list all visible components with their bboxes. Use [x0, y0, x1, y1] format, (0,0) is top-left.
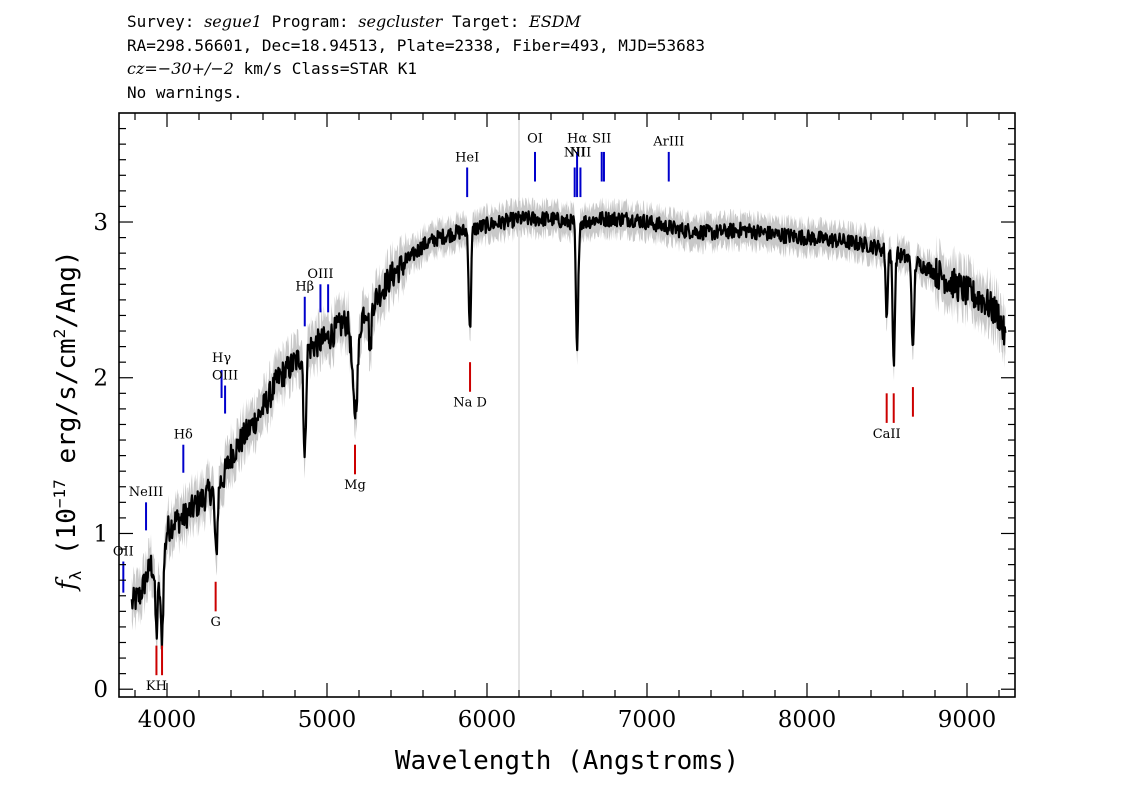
x-axis-title: Wavelength (Angstroms) — [395, 746, 739, 776]
x-tick-label: 9000 — [938, 707, 997, 733]
cz-value: −30+/−2 — [157, 59, 234, 78]
absorption-line-label: Mg — [344, 478, 366, 493]
y-axis-exp2: 2 — [50, 329, 69, 339]
y-axis-end: /Ang) — [52, 250, 82, 328]
redshift-line: cz=−30+/−2 km/s Class=STAR K1 — [127, 57, 705, 81]
error-band-area — [131, 196, 1006, 671]
y-axis-lambda: λ — [66, 570, 85, 580]
emission-line-label: Hα — [567, 132, 587, 147]
error-band — [131, 196, 1006, 671]
spectrum-header: Survey: segue1 Program: segcluster Targe… — [127, 10, 705, 104]
program-label: Program: — [261, 12, 359, 31]
emission-line-label: Hγ — [212, 351, 231, 366]
target-label: Target: — [442, 12, 530, 31]
emission-line-label: Hδ — [174, 427, 193, 442]
y-tick-label: 1 — [93, 521, 108, 547]
emission-line-label: OII — [113, 544, 134, 559]
emission-line-label: OIII — [307, 267, 333, 282]
y-axis-units: erg/s/cm — [52, 338, 82, 479]
emission-line-label: OI — [527, 132, 543, 147]
cz-units: km/s Class=STAR K1 — [233, 59, 417, 78]
emission-line-label: ArIII — [652, 135, 684, 150]
flux-series — [130, 210, 1007, 651]
emission-line-label: NeIII — [129, 485, 163, 500]
absorption-line-label: G — [210, 615, 220, 630]
y-tick-label: 2 — [93, 366, 108, 392]
absorption-line-label: KH — [146, 679, 167, 694]
coords-line: RA=298.56601, Dec=18.94513, Plate=2338, … — [127, 35, 705, 55]
x-tick-label: 8000 — [778, 707, 837, 733]
survey-value: segue1 — [204, 12, 262, 31]
x-tick-label: 6000 — [458, 707, 517, 733]
survey-line: Survey: segue1 Program: segcluster Targe… — [127, 10, 705, 34]
target-value: ESDM — [529, 12, 581, 31]
emission-line-label: Hβ — [295, 280, 314, 295]
plot-frame — [118, 112, 1016, 698]
cz-prefix: cz= — [127, 59, 158, 78]
y-axis-title: fλ (10−17 erg/s/cm2/Ang) — [50, 250, 85, 592]
flux-line — [130, 210, 1007, 651]
absorption-line-label: Na D — [453, 396, 487, 411]
warnings-line: No warnings. — [127, 82, 243, 102]
x-tick-label: 4000 — [138, 707, 197, 733]
program-value: segcluster — [358, 12, 443, 31]
y-axis-paren: (10 — [52, 508, 82, 571]
x-tick-label: 7000 — [618, 707, 677, 733]
axis-ticks: 4000 5000 6000 7000 8000 9000 0 1 2 3 — [93, 113, 1015, 733]
emission-line-label: NII — [564, 146, 586, 161]
x-tick-label: 5000 — [298, 707, 357, 733]
emission-line-label: HeI — [455, 150, 479, 165]
y-axis-exp: −17 — [50, 479, 69, 508]
absorption-line-label: CaII — [873, 427, 901, 442]
emission-line-label: SII — [592, 132, 611, 147]
y-tick-label: 0 — [93, 677, 108, 703]
survey-label: Survey: — [127, 12, 205, 31]
y-tick-label: 3 — [93, 210, 108, 236]
emission-line-label: NII — [570, 146, 592, 161]
emission-line-label: OIII — [212, 368, 238, 383]
